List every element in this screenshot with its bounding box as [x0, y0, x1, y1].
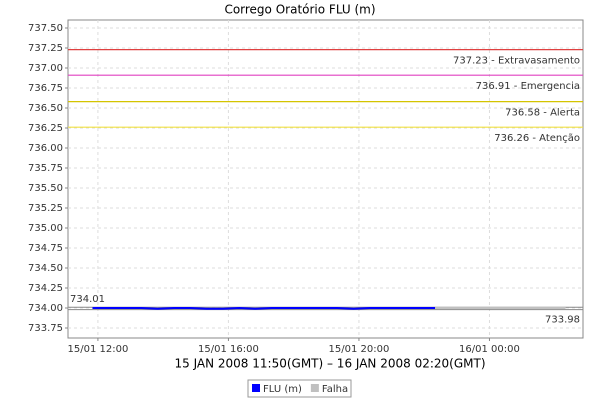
min-label: 733.98 [545, 315, 580, 326]
x-tick-label: 16/01 00:00 [459, 344, 520, 355]
y-tick-label: 733.75 [28, 323, 63, 334]
x-tick-label: 15/01 16:00 [198, 344, 259, 355]
x-tick-label: 15/01 20:00 [329, 344, 390, 355]
threshold-label: 736.91 - Emergencia [476, 81, 580, 92]
y-tick-label: 734.75 [28, 243, 63, 254]
legend-label: Falha [322, 384, 348, 395]
legend-label: FLU (m) [263, 384, 302, 395]
y-tick-label: 734.00 [28, 303, 63, 314]
x-axis-label: 15 JAN 2008 11:50(GMT) – 16 JAN 2008 02:… [174, 357, 485, 371]
y-tick-label: 735.25 [28, 203, 63, 214]
y-tick-label: 736.00 [28, 143, 63, 154]
threshold-label: 736.26 - Atenção [494, 133, 580, 144]
y-tick-label: 735.50 [28, 183, 63, 194]
max-label: 734.01 [70, 294, 105, 305]
y-tick-label: 737.50 [28, 23, 63, 34]
plot-area [67, 19, 584, 339]
chart-title: Corrego Oratório FLU (m) [224, 3, 375, 17]
y-tick-label: 737.25 [28, 43, 63, 54]
legend [247, 379, 352, 398]
y-tick-label: 735.75 [28, 163, 63, 174]
series-line [92, 306, 436, 310]
legend-swatch [310, 384, 319, 392]
y-tick-label: 736.75 [28, 83, 63, 94]
y-tick-label: 736.25 [28, 123, 63, 134]
threshold-label: 737.23 - Extravasamento [453, 56, 580, 67]
legend-swatch [252, 384, 260, 392]
y-tick-label: 735.00 [28, 223, 63, 234]
y-tick-label: 734.25 [28, 283, 63, 294]
y-tick-label: 737.00 [28, 63, 63, 74]
threshold-label: 736.58 - Alerta [505, 108, 580, 119]
x-tick-label: 15/01 12:00 [67, 344, 128, 355]
y-tick-label: 736.50 [28, 103, 63, 114]
y-tick-label: 734.50 [28, 263, 63, 274]
